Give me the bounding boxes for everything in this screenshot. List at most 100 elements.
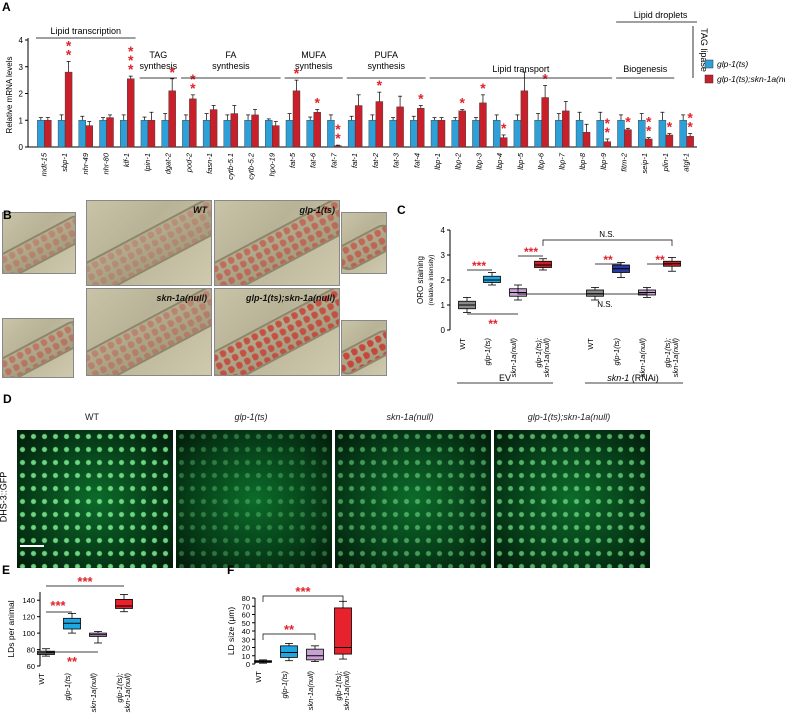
sig-bracket <box>262 595 344 602</box>
bar-skn-1a-null <box>375 101 384 148</box>
category-label: glp-1(ts) <box>483 338 492 366</box>
bar-glp-1-ts <box>78 120 86 148</box>
bar-skn-1a-null <box>541 97 549 148</box>
inset-wt <box>2 212 76 274</box>
box <box>586 289 604 297</box>
y-tick-label: 80 <box>242 594 250 603</box>
significance-star: * <box>625 113 631 129</box>
bar-skn-1a-null <box>479 102 487 148</box>
y-tick-label: 0 <box>19 143 24 152</box>
bar-glp-1-ts <box>182 120 190 148</box>
worm-body <box>3 319 73 377</box>
box <box>483 275 501 283</box>
group-label: synthesis <box>295 61 333 71</box>
gene-label: plin-1 <box>661 153 670 172</box>
gene-label: nhr-49 <box>81 152 90 174</box>
y-tick-label: 20 <box>242 644 250 653</box>
panel-d: D WT glp-1(ts) skn-1a(null) glp-1(ts);skn-1a… <box>0 392 785 568</box>
bar-glp-1-ts <box>99 120 107 148</box>
category-label: skn-1a(null) <box>638 338 647 378</box>
significance-star: * <box>605 115 611 131</box>
group-label-rnai: skn-1 (RNAi) <box>607 373 659 383</box>
bar-glp-1-ts <box>430 120 439 148</box>
photo-skn-1a-null: skn-1a(null) <box>86 288 212 376</box>
gene-label: fitm-2 <box>619 152 628 172</box>
reporter-label: DHS-3::GFP <box>0 471 9 523</box>
gfp-image <box>17 430 173 568</box>
gene-label: hpo-19 <box>267 152 276 176</box>
box <box>280 645 298 658</box>
significance-star: * <box>377 77 383 93</box>
bar-skn-1a-null <box>189 98 197 148</box>
category-label: glp-1(ts); <box>115 673 124 703</box>
category-label: skn-1a(null) <box>509 338 518 378</box>
genotype-label: WT <box>85 412 99 422</box>
significance-star: * <box>687 119 693 135</box>
gene-label: lbp-7 <box>557 152 566 170</box>
sig-label: *** <box>50 598 66 613</box>
genotype-label: skn-1a(null) <box>156 293 207 303</box>
y-tick-label: 10 <box>242 652 250 661</box>
gene-label: fat-4 <box>412 153 421 168</box>
bar-skn-1a-null <box>499 137 508 148</box>
y-tick-label: 1 <box>441 301 446 310</box>
bar-skn-1a-null <box>106 117 114 148</box>
bar-glp-1-ts <box>555 120 563 148</box>
group-label: synthesis <box>140 61 178 71</box>
group-label: synthesis <box>212 61 250 71</box>
y-tick-label: 100 <box>22 629 35 638</box>
significance-star: * <box>646 114 652 130</box>
panel-letter-a: A <box>2 0 11 14</box>
box <box>334 607 352 655</box>
bar-glp-1-ts <box>492 120 501 148</box>
significance-star: * <box>460 95 466 111</box>
sig-label: *** <box>295 584 311 599</box>
group-label: Biogenesis <box>623 64 668 74</box>
bar-glp-1-ts <box>451 120 459 148</box>
bar-skn-1a-null <box>127 78 135 148</box>
y-tick-label: 3 <box>19 63 24 72</box>
significance-star: * <box>667 119 673 135</box>
category-label: skn-1a(null) <box>306 671 315 711</box>
gene-label: fat-1 <box>350 153 359 168</box>
panel-letter-d: D <box>3 392 12 406</box>
gene-label: lbp-6 <box>537 152 546 170</box>
bar-skn-1a-null <box>686 136 694 148</box>
significance-star: * <box>418 91 424 107</box>
y-tick-label: 4 <box>19 36 24 45</box>
y-tick-label: 80 <box>27 646 35 655</box>
gene-label: sbp-1 <box>60 153 69 172</box>
bar-skn-1a-null <box>251 114 259 148</box>
bar-skn-1a-null <box>603 141 611 148</box>
y-tick-label: 30 <box>242 635 250 644</box>
category-label: skn-1a(null) <box>123 673 132 713</box>
inset-glp-1-ts <box>341 212 387 274</box>
inset-double-mutant <box>341 320 387 376</box>
gene-label: nhr-80 <box>102 152 111 174</box>
scale-bar <box>20 545 44 547</box>
panel-c-chart: C 0 1 2 3 4 ORO staining (relative intensity) WT… <box>397 203 683 384</box>
sig-bracket <box>542 239 673 246</box>
group-label: MUFA <box>301 50 326 60</box>
category-label: skn-1a(null) <box>89 673 98 713</box>
bar-skn-1a-null <box>354 105 363 148</box>
gene-label: atgl-1 <box>682 153 691 172</box>
panel-letter: F <box>227 563 234 577</box>
sig-label: ** <box>284 622 295 637</box>
bar-skn-1a-null <box>458 110 466 148</box>
bar-glp-1-ts <box>596 120 604 148</box>
y-tick-label: 60 <box>242 611 250 620</box>
gene-label: fat-6 <box>309 152 318 168</box>
significance-star: * <box>128 43 134 59</box>
bar-glp-1-ts <box>285 120 294 148</box>
group-label: synthesis <box>367 61 405 71</box>
y-tick-label: 2 <box>19 90 24 99</box>
sig-label: ** <box>655 253 665 267</box>
significance-star: * <box>66 46 72 62</box>
significance-star: * <box>335 121 341 137</box>
significance-star: * <box>687 110 693 126</box>
category-label: skn-1a(null) <box>671 338 680 378</box>
gfp-image <box>494 430 650 568</box>
